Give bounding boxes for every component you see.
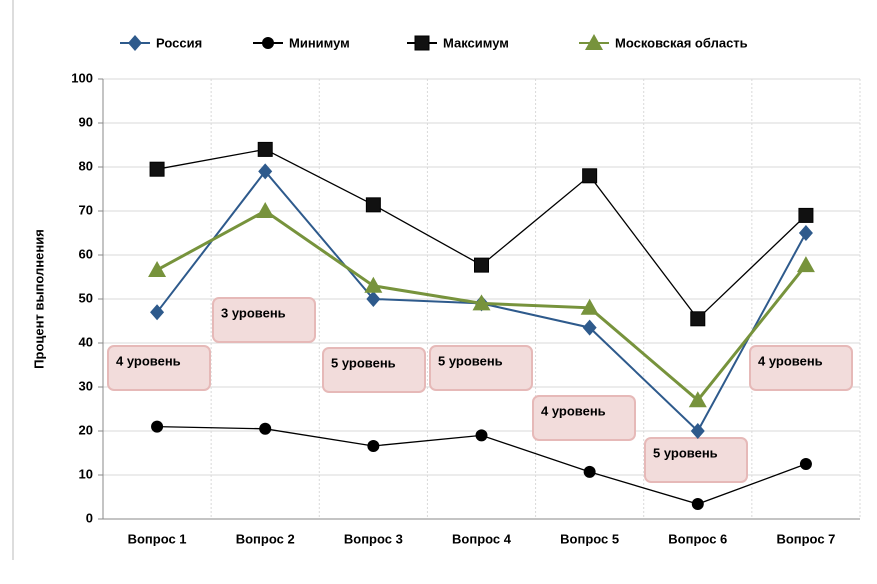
annotation: 4 уровень: [541, 403, 606, 418]
legend-marker: [262, 37, 274, 49]
point: [688, 391, 707, 408]
annotation: 5 уровень: [438, 353, 503, 368]
point: [364, 276, 383, 293]
y-tick-label: 70: [79, 202, 93, 217]
point: [799, 458, 812, 470]
point: [367, 439, 380, 452]
annotation-box: [322, 347, 426, 393]
annotation: 4 уровень: [758, 353, 823, 368]
y-axis-label: Процент выполнения: [31, 229, 46, 369]
x-tick-label: Вопрос 7: [776, 531, 835, 546]
point: [582, 319, 597, 336]
legend-label: Минимум: [289, 35, 350, 50]
y-tick-label: 100: [71, 70, 93, 85]
point: [583, 465, 596, 478]
legend-marker: [414, 35, 430, 51]
legend-label: Московская область: [615, 35, 748, 50]
y-tick-label: 20: [79, 422, 93, 437]
annotation-box: [532, 395, 636, 441]
point: [149, 161, 165, 177]
point: [580, 298, 599, 315]
legend-label: Россия: [156, 35, 202, 50]
y-tick-label: 10: [79, 466, 93, 481]
point: [365, 197, 381, 213]
x-tick-label: Вопрос 3: [344, 531, 403, 546]
point: [690, 311, 706, 327]
annotation-box: [212, 297, 316, 343]
point: [259, 422, 272, 435]
point: [691, 498, 704, 511]
annotation-box: [429, 345, 533, 391]
y-tick-label: 80: [79, 158, 93, 173]
point: [148, 260, 167, 277]
point: [472, 294, 491, 311]
point: [258, 163, 273, 180]
point: [150, 304, 165, 321]
x-tick-label: Вопрос 6: [668, 531, 727, 546]
point: [366, 291, 381, 307]
point: [798, 207, 814, 223]
point: [475, 429, 488, 442]
point: [151, 420, 164, 433]
point: [798, 225, 813, 241]
legend-marker: [128, 35, 142, 51]
y-tick-label: 30: [79, 378, 93, 393]
annotation: 5 уровень: [331, 355, 396, 370]
x-tick-label: Вопрос 5: [560, 531, 619, 546]
y-tick-label: 90: [79, 114, 93, 129]
y-tick-label: 40: [79, 334, 93, 349]
x-tick-label: Вопрос 2: [236, 531, 295, 546]
x-tick-label: Вопрос 4: [452, 531, 512, 546]
annotation: 5 уровень: [653, 445, 718, 460]
y-tick-label: 60: [79, 246, 93, 261]
x-tick-label: Вопрос 1: [128, 531, 187, 546]
annotation-box: [107, 345, 211, 391]
point: [257, 141, 273, 157]
point: [474, 257, 489, 273]
annotation: 4 уровень: [116, 353, 181, 368]
legend-label: Максимум: [443, 35, 509, 50]
series-line: [156, 148, 807, 320]
point: [690, 423, 705, 439]
y-tick-label: 0: [86, 510, 93, 525]
point: [582, 168, 598, 184]
annotation-box: [749, 345, 853, 391]
point: [256, 202, 275, 218]
legend-marker: [585, 34, 603, 50]
annotation-box: [644, 437, 748, 483]
annotation: 3 уровень: [221, 305, 286, 320]
y-tick-label: 50: [79, 290, 93, 305]
point: [796, 256, 815, 273]
